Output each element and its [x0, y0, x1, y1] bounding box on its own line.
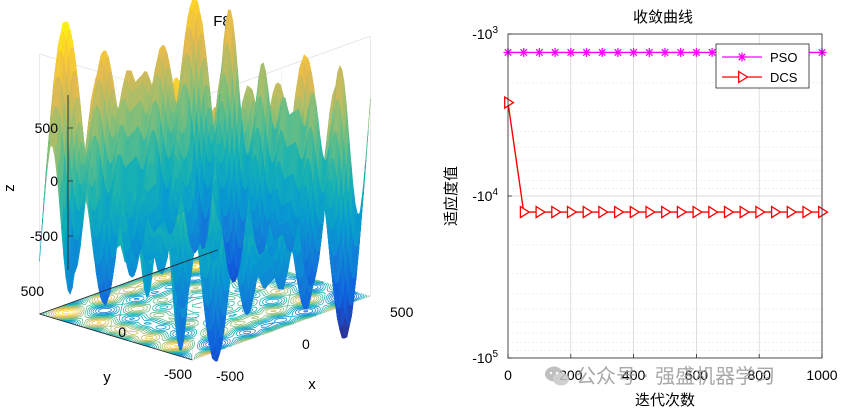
x-axis-label: x — [308, 376, 316, 393]
data-point-pso — [534, 47, 544, 57]
y-tick-label: -500 — [164, 366, 192, 382]
y-tick-label: 0 — [118, 324, 126, 340]
contour-level — [57, 265, 197, 347]
z-tick-label: 0 — [50, 173, 58, 189]
surface-plot: F8 500 0 -500 z 500 0 -500 y -500 0 500 … — [1, 0, 414, 393]
y-axis-label: y — [103, 369, 111, 386]
convergence-plot: 收敛曲线 -103 -104 -105 0 200 400 600 800 1000 迭代… — [442, 8, 838, 409]
contour-level — [61, 311, 70, 315]
x-tick-label: -500 — [216, 368, 244, 384]
data-point-pso — [519, 47, 529, 57]
x-tick-label: 500 — [390, 304, 414, 320]
convergence-title: 收敛曲线 — [633, 8, 693, 26]
y-tick-label: 500 — [21, 283, 45, 299]
z-axis-label: z — [1, 184, 18, 192]
surface-mesh — [39, 0, 371, 362]
z-tick-label: -500 — [30, 228, 58, 244]
z-tick-label: 500 — [35, 120, 59, 136]
x-tick-label: 0 — [302, 336, 310, 352]
